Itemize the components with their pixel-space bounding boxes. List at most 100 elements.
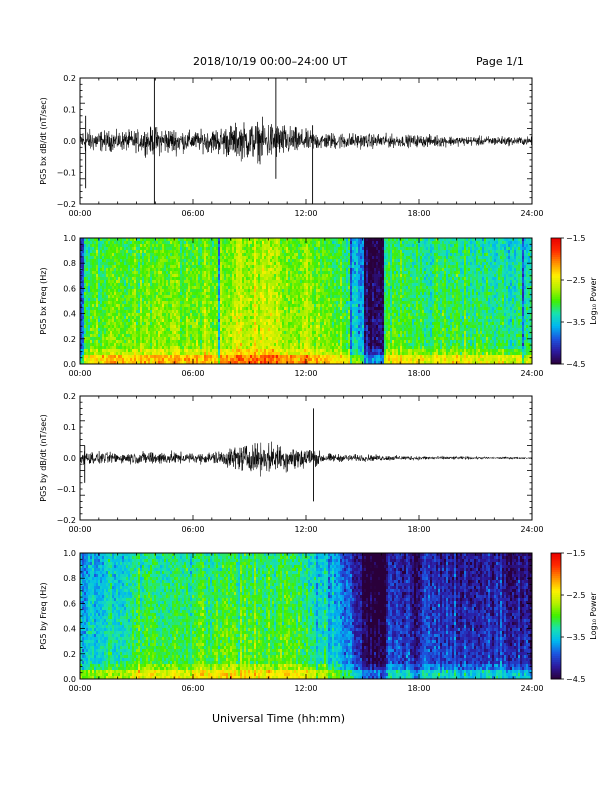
heatmap-cell bbox=[228, 265, 231, 269]
heatmap-cell bbox=[306, 253, 309, 257]
heatmap-cell bbox=[174, 304, 177, 308]
heatmap-cell bbox=[110, 325, 113, 329]
heatmap-cell bbox=[254, 259, 257, 263]
heatmap-cell bbox=[300, 313, 303, 317]
heatmap-cell bbox=[166, 322, 169, 326]
heatmap-cell bbox=[248, 358, 251, 362]
heatmap-cell bbox=[210, 295, 213, 299]
heatmap-cell bbox=[246, 349, 249, 353]
heatmap-cell bbox=[218, 355, 221, 359]
heatmap-cell bbox=[214, 280, 217, 284]
heatmap-cell bbox=[102, 262, 105, 266]
heatmap-cell bbox=[112, 319, 115, 323]
heatmap-cell bbox=[126, 250, 129, 254]
heatmap-cell bbox=[130, 271, 133, 275]
heatmap-cell bbox=[120, 253, 123, 257]
heatmap-cell bbox=[308, 346, 311, 350]
heatmap-cell bbox=[142, 283, 145, 287]
heatmap-cell bbox=[190, 295, 193, 299]
heatmap-cell bbox=[198, 298, 201, 302]
heatmap-cell bbox=[230, 334, 233, 338]
heatmap-cell bbox=[214, 271, 217, 275]
heatmap-cell bbox=[292, 259, 295, 263]
heatmap-cell bbox=[300, 238, 303, 242]
heatmap-cell bbox=[228, 295, 231, 299]
heatmap-cell bbox=[134, 349, 137, 353]
heatmap-cell bbox=[88, 361, 91, 365]
heatmap-cell bbox=[146, 247, 149, 251]
heatmap-cell bbox=[88, 295, 91, 299]
heatmap-cell bbox=[102, 313, 105, 317]
heatmap-cell bbox=[140, 271, 143, 275]
heatmap-cell bbox=[196, 250, 199, 254]
heatmap-cell bbox=[208, 358, 211, 362]
heatmap-cell bbox=[90, 277, 93, 281]
heatmap-cell bbox=[226, 283, 229, 287]
heatmap-cell bbox=[188, 280, 191, 284]
heatmap-cell bbox=[168, 304, 171, 308]
heatmap-cell bbox=[268, 319, 271, 323]
heatmap-cell bbox=[294, 253, 297, 257]
heatmap-cell bbox=[104, 337, 107, 341]
heatmap-cell bbox=[180, 262, 183, 266]
heatmap-cell bbox=[278, 277, 281, 281]
heatmap-cell bbox=[196, 274, 199, 278]
heatmap-cell bbox=[186, 298, 189, 302]
heatmap-cell bbox=[236, 355, 239, 359]
heatmap-cell bbox=[294, 304, 297, 308]
heatmap-cell bbox=[304, 352, 307, 356]
heatmap-cell bbox=[268, 346, 271, 350]
heatmap-cell bbox=[80, 340, 83, 344]
heatmap-cell bbox=[190, 361, 193, 365]
heatmap-cell bbox=[274, 295, 277, 299]
heatmap-cell bbox=[94, 277, 97, 281]
heatmap-cell bbox=[276, 334, 279, 338]
heatmap-cell bbox=[216, 265, 219, 269]
heatmap-cell bbox=[272, 241, 275, 245]
heatmap-cell bbox=[96, 256, 99, 260]
heatmap-cell bbox=[190, 343, 193, 347]
heatmap-cell bbox=[242, 250, 245, 254]
heatmap-cell bbox=[106, 307, 109, 311]
heatmap-cell bbox=[274, 301, 277, 305]
heatmap-cell bbox=[156, 247, 159, 251]
heatmap-cell bbox=[188, 274, 191, 278]
heatmap-cell bbox=[244, 334, 247, 338]
heatmap-cell bbox=[114, 331, 117, 335]
heatmap-cell bbox=[154, 268, 157, 272]
heatmap-cell bbox=[176, 331, 179, 335]
heatmap-cell bbox=[264, 334, 267, 338]
heatmap-cell bbox=[196, 259, 199, 263]
heatmap-cell bbox=[86, 301, 89, 305]
heatmap-cell bbox=[268, 277, 271, 281]
heatmap-cell bbox=[220, 349, 223, 353]
heatmap-cell bbox=[234, 253, 237, 257]
heatmap-cell bbox=[132, 331, 135, 335]
heatmap-cell bbox=[228, 304, 231, 308]
heatmap-cell bbox=[200, 313, 203, 317]
heatmap-cell bbox=[254, 265, 257, 269]
heatmap-cell bbox=[208, 271, 211, 275]
heatmap-cell bbox=[84, 292, 87, 296]
heatmap-cell bbox=[80, 361, 83, 365]
heatmap-cell bbox=[100, 265, 103, 269]
heatmap-cell bbox=[296, 292, 299, 296]
heatmap-cell bbox=[110, 277, 113, 281]
heatmap-cell bbox=[88, 289, 91, 293]
heatmap-cell bbox=[176, 262, 179, 266]
heatmap-cell bbox=[152, 343, 155, 347]
heatmap-cell bbox=[274, 307, 277, 311]
heatmap-cell bbox=[238, 316, 241, 320]
heatmap-cell bbox=[136, 283, 139, 287]
heatmap-cell bbox=[296, 328, 299, 332]
heatmap-cell bbox=[110, 247, 113, 251]
heatmap-cell bbox=[268, 259, 271, 263]
heatmap-cell bbox=[292, 322, 295, 326]
heatmap-cell bbox=[128, 253, 131, 257]
heatmap-cell bbox=[94, 352, 97, 356]
heatmap-cell bbox=[132, 280, 135, 284]
heatmap-cell bbox=[94, 322, 97, 326]
heatmap-cell bbox=[120, 301, 123, 305]
heatmap-cell bbox=[262, 268, 265, 272]
heatmap-cell bbox=[170, 262, 173, 266]
